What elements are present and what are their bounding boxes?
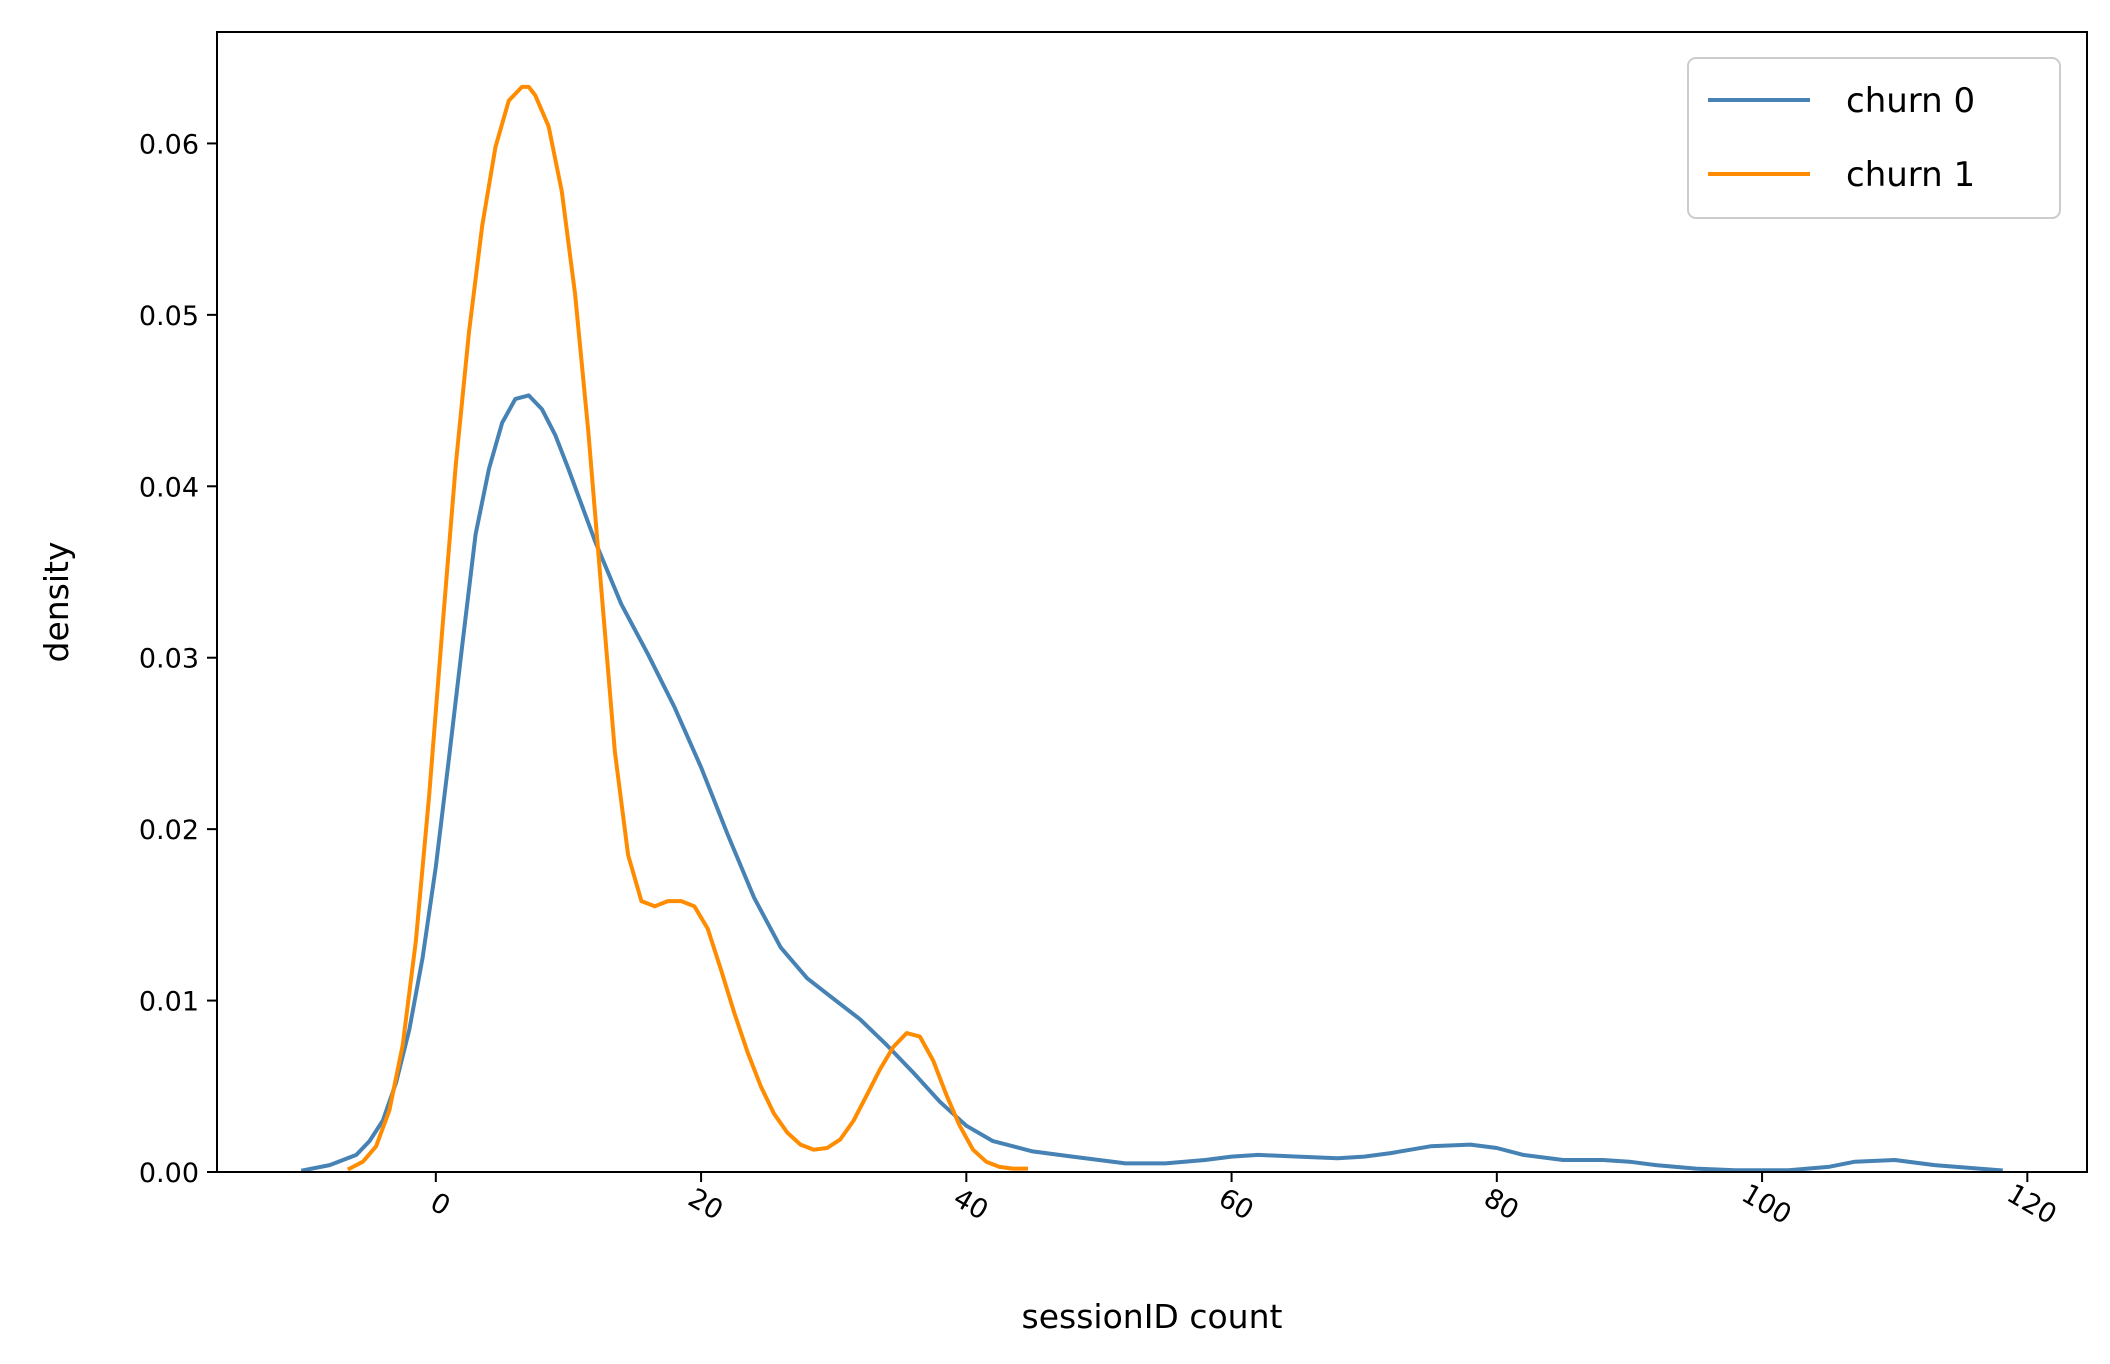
series-line-churn-1 [346, 84, 1028, 1172]
legend: churn 0 churn 1 [1687, 57, 2061, 219]
series-line-churn-0 [300, 393, 2003, 1173]
y-tick-label: 0.06 [139, 129, 199, 160]
y-tick-label: 0.04 [139, 472, 199, 503]
y-axis: 0.00 0.01 0.02 0.03 0.04 0.05 0.06 [139, 129, 217, 1189]
y-tick-label: 0.03 [139, 644, 199, 675]
plot-frame [216, 31, 2088, 1173]
y-tick-label: 0.05 [139, 301, 199, 332]
legend-label-churn-0: churn 0 [1846, 81, 1975, 121]
plot-area [217, 32, 2087, 1172]
x-axis-label: sessionID count [1022, 1297, 1283, 1336]
y-tick-label: 0.01 [139, 987, 199, 1018]
y-tick-label: 0.00 [139, 1158, 199, 1189]
y-tick-label: 0.02 [139, 815, 199, 846]
series-layer [300, 84, 2003, 1173]
y-axis-label: density [37, 542, 76, 663]
legend-label-churn-1: churn 1 [1846, 155, 1975, 195]
